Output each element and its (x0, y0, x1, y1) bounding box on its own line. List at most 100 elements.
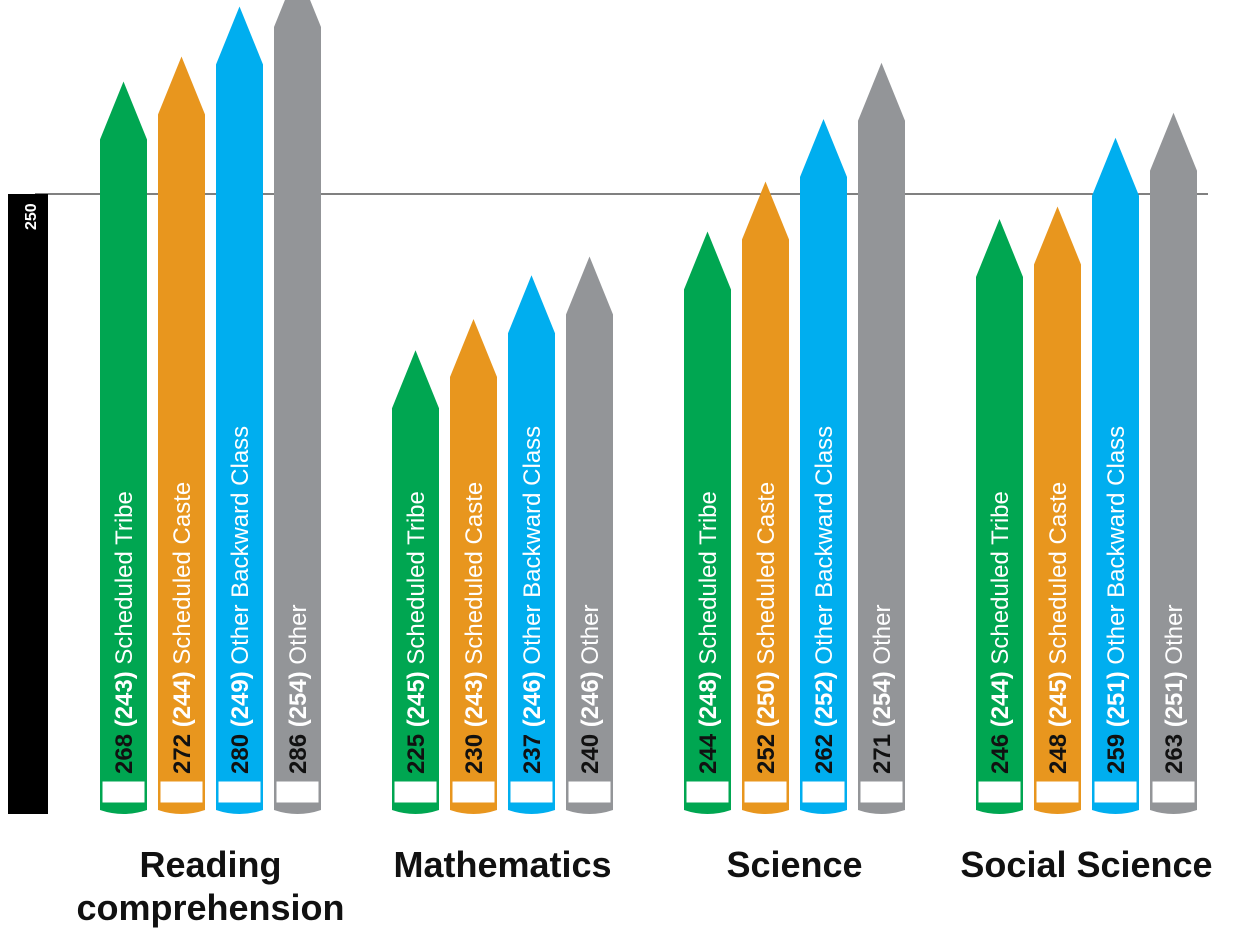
bar-label: 230 (243) Scheduled Caste (461, 482, 488, 774)
series-name-label: Scheduled Tribe (695, 491, 722, 664)
pencil-bar: 268 (243) Scheduled Tribe (100, 81, 147, 814)
bar-body (1092, 137, 1139, 814)
data-label-value: 252 (753, 727, 780, 774)
data-label-paren: (243) (461, 665, 488, 728)
pencil-bars: 268 (243) Scheduled Tribe 272 (244) Sched… (100, 0, 1197, 814)
series-name-label: Scheduled Caste (461, 482, 488, 665)
data-label-paren: (246) (577, 665, 604, 728)
series-name-label: Scheduled Tribe (987, 491, 1014, 664)
data-label-value: 268 (111, 727, 138, 774)
data-label-paren: (249) (227, 665, 254, 728)
bar-stub (977, 780, 1022, 804)
bar-stub (567, 780, 612, 804)
bar-label: 262 (252) Other Backward Class (811, 426, 838, 774)
bar-stub (801, 780, 846, 804)
bar-body (800, 119, 847, 814)
series-name-label: Scheduled Caste (1045, 482, 1072, 665)
data-label-paren: (245) (1045, 665, 1072, 728)
data-label-value: 246 (987, 727, 1014, 774)
bar-body (684, 231, 731, 814)
pencil-bar: 271 (254) Other (858, 62, 905, 814)
category-label: Science (726, 844, 862, 885)
bar-body (392, 350, 439, 814)
series-name-label: Other (285, 605, 312, 665)
pencil-bar: 286 (254) Other (274, 0, 321, 814)
bar-stub (159, 780, 204, 804)
data-label-value: 259 (1103, 727, 1130, 774)
bar-label: 237 (246) Other Backward Class (519, 426, 546, 774)
category-label: Social Science (960, 844, 1212, 885)
pencil-bar: 259 (251) Other Backward Class (1092, 137, 1139, 814)
pencil-bar: 272 (244) Scheduled Caste (158, 56, 205, 814)
data-label-paren: (245) (403, 665, 430, 728)
bar-label: 272 (244) Scheduled Caste (169, 482, 196, 774)
data-label-value: 271 (869, 727, 896, 774)
bar-body (450, 319, 497, 814)
pencil-bar: 263 (251) Other (1150, 112, 1197, 814)
data-label-paren: (254) (869, 665, 896, 728)
data-label-paren: (254) (285, 665, 312, 728)
bar-stub (217, 780, 262, 804)
pencil-bar: 244 (248) Scheduled Tribe (684, 231, 731, 814)
series-name-label: Other Backward Class (227, 426, 254, 665)
bar-label: 225 (245) Scheduled Tribe (403, 491, 430, 774)
bar-stub (451, 780, 496, 804)
bar-body (216, 6, 263, 814)
series-name-label: Other (1161, 605, 1188, 665)
category-label: Reading (139, 844, 281, 885)
series-name-label: Scheduled Tribe (403, 491, 430, 664)
bar-stub (1093, 780, 1138, 804)
pencil-bar: 248 (245) Scheduled Caste (1034, 206, 1081, 814)
data-label-paren: (246) (519, 665, 546, 728)
bar-body (1150, 112, 1197, 814)
data-label-value: 230 (461, 727, 488, 774)
series-name-label: Scheduled Caste (169, 482, 196, 665)
bar-label: 244 (248) Scheduled Tribe (695, 491, 722, 774)
bar-stub (101, 780, 146, 804)
series-name-label: Scheduled Tribe (111, 491, 138, 664)
pencil-bar: 225 (245) Scheduled Tribe (392, 350, 439, 814)
data-label-value: 272 (169, 727, 196, 774)
bar-stub (393, 780, 438, 804)
bar-label: 271 (254) Other (869, 605, 896, 774)
bar-body (566, 256, 613, 814)
bar-body (976, 219, 1023, 814)
bar-stub (1151, 780, 1196, 804)
series-name-label: Other Backward Class (519, 426, 546, 665)
series-name-label: Other Backward Class (1103, 426, 1130, 665)
bar-body (158, 56, 205, 814)
pencil-bar: 262 (252) Other Backward Class (800, 119, 847, 814)
bar-body (274, 0, 321, 814)
series-name-label: Other Backward Class (811, 426, 838, 665)
pencil-bar: 280 (249) Other Backward Class (216, 6, 263, 814)
bar-label: 280 (249) Other Backward Class (227, 426, 254, 774)
pencil-bar: 240 (246) Other (566, 256, 613, 814)
data-label-value: 244 (695, 727, 722, 774)
data-label-paren: (251) (1161, 665, 1188, 728)
bar-body (508, 275, 555, 814)
bar-body (858, 62, 905, 814)
data-label-value: 262 (811, 727, 838, 774)
data-label-paren: (250) (753, 665, 780, 728)
data-label-value: 225 (403, 727, 430, 774)
series-name-label: Scheduled Caste (753, 482, 780, 665)
series-name-label: Other (869, 605, 896, 665)
data-label-value: 237 (519, 727, 546, 774)
pencil-bar: 246 (244) Scheduled Tribe (976, 219, 1023, 814)
bar-stub (859, 780, 904, 804)
pencil-bar: 252 (250) Scheduled Caste (742, 181, 789, 814)
data-label-value: 286 (285, 727, 312, 774)
bar-label: 246 (244) Scheduled Tribe (987, 491, 1014, 774)
y-axis-bar (8, 194, 48, 814)
bar-label: 248 (245) Scheduled Caste (1045, 482, 1072, 774)
data-label-paren: (244) (169, 665, 196, 728)
series-name-label: Other (577, 605, 604, 665)
pencil-bar: 237 (246) Other Backward Class (508, 275, 555, 814)
data-label-value: 248 (1045, 727, 1072, 774)
data-label-paren: (252) (811, 665, 838, 728)
bar-body (1034, 206, 1081, 814)
data-label-paren: (251) (1103, 665, 1130, 728)
bar-body (100, 81, 147, 814)
